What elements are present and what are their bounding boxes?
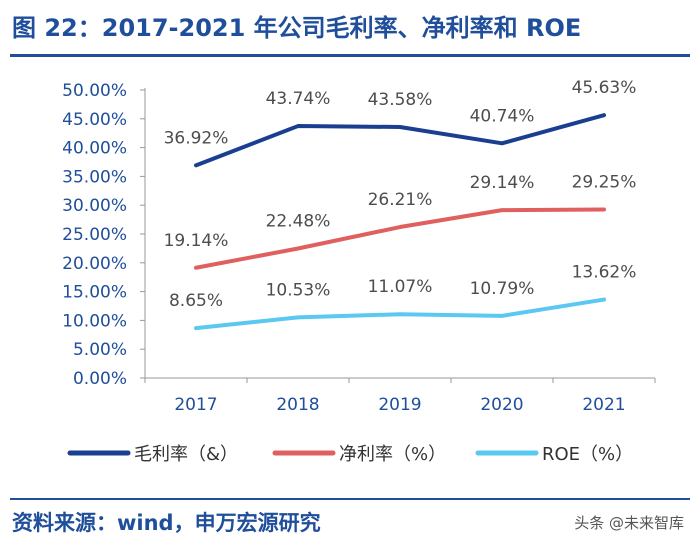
legend-label: 净利率（%） xyxy=(339,444,446,465)
y-tick-label: 40.00% xyxy=(62,139,127,159)
data-label: 10.53% xyxy=(266,280,331,300)
source-note: 资料来源：wind，申万宏源研究 xyxy=(12,511,321,535)
series-line xyxy=(194,113,606,168)
y-tick-label: 25.00% xyxy=(62,225,127,245)
series-line xyxy=(194,297,606,331)
data-label: 13.62% xyxy=(572,263,637,283)
data-label: 10.79% xyxy=(470,279,535,299)
x-tick-label: 2020 xyxy=(480,395,523,415)
y-tick-label: 30.00% xyxy=(62,196,127,216)
y-tick-label: 10.00% xyxy=(62,311,127,331)
title-divider xyxy=(10,54,690,57)
watermark: 头条 @未来智库 xyxy=(574,514,684,532)
y-tick-label: 15.00% xyxy=(62,283,127,303)
data-label: 26.21% xyxy=(368,190,433,210)
legend-label: ROE（%） xyxy=(542,444,633,465)
data-label: 29.25% xyxy=(572,173,637,193)
y-tick-label: 0.00% xyxy=(73,369,127,389)
data-label: 8.65% xyxy=(169,291,223,311)
data-label: 45.63% xyxy=(572,78,637,98)
data-label: 22.48% xyxy=(266,212,331,232)
data-label: 43.74% xyxy=(266,89,331,109)
y-tick-label: 20.00% xyxy=(62,254,127,274)
data-label: 19.14% xyxy=(164,231,229,251)
page-title: 图 22：2017-2021 年公司毛利率、净利率和 ROE xyxy=(12,14,582,42)
y-tick-label: 50.00% xyxy=(62,81,127,101)
y-tick-label: 35.00% xyxy=(62,167,127,187)
x-tick-label: 2018 xyxy=(276,395,319,415)
legend-label: 毛利率（&） xyxy=(134,444,238,465)
series-line xyxy=(194,207,606,270)
y-tick-label: 45.00% xyxy=(62,110,127,130)
y-tick-label: 5.00% xyxy=(73,340,127,360)
data-label: 40.74% xyxy=(470,106,535,126)
data-label: 36.92% xyxy=(164,128,229,148)
data-label: 29.14% xyxy=(470,173,535,193)
x-tick-label: 2019 xyxy=(378,395,421,415)
x-tick-label: 2017 xyxy=(174,395,217,415)
data-label: 43.58% xyxy=(368,90,433,110)
footer-divider xyxy=(10,498,690,500)
data-label: 11.07% xyxy=(368,277,433,297)
x-tick-label: 2021 xyxy=(582,395,625,415)
line-chart: 0.00% 5.00% 10.00% 15.00% 20.00% 25.00% 30.00%… xyxy=(62,78,656,465)
